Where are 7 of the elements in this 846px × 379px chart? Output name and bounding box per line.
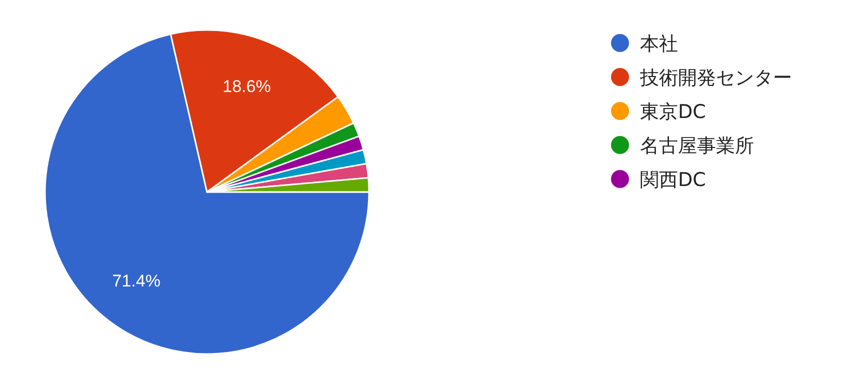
- legend-label: 関西DC: [640, 169, 706, 191]
- data-label: 71.4%: [112, 272, 160, 291]
- legend-label: 技術開発センター: [639, 67, 792, 89]
- legend-label: 東京DC: [640, 101, 706, 123]
- legend-label: 本社: [640, 33, 678, 55]
- data-label: 18.6%: [222, 76, 271, 96]
- legend-label: 名古屋事業所: [640, 135, 754, 157]
